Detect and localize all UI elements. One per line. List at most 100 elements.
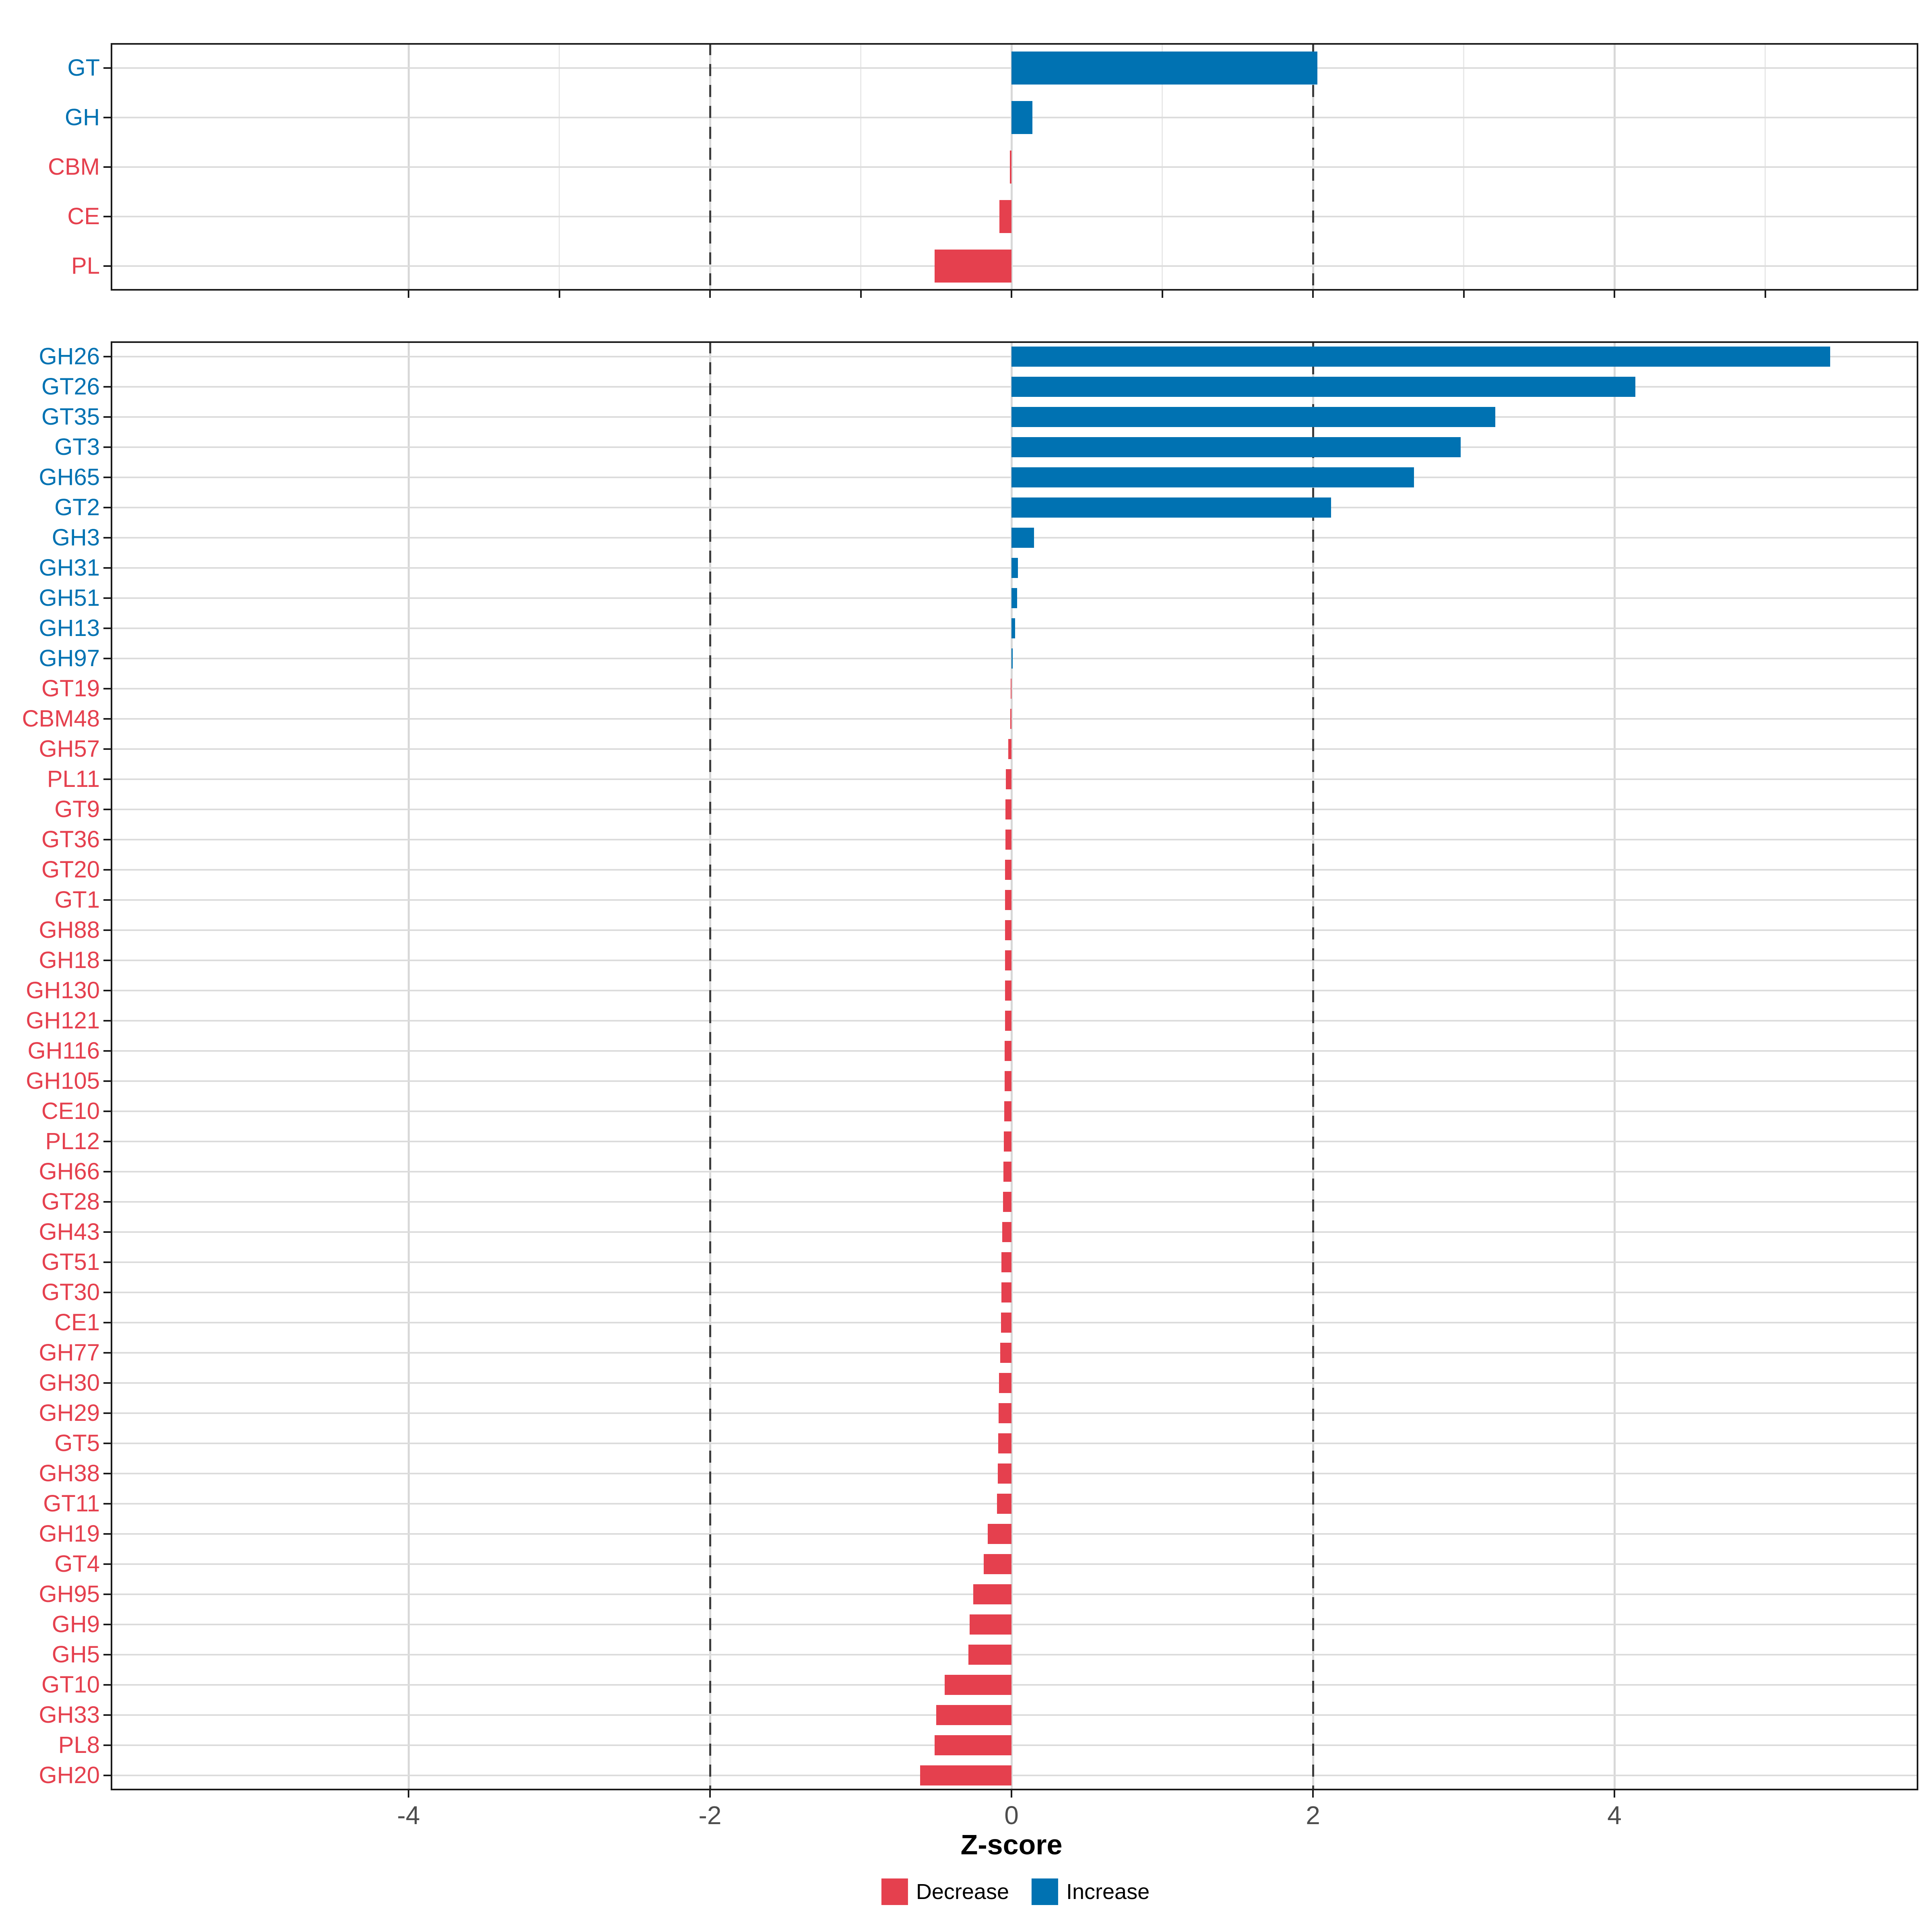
- x-tick-bottom-4: [1614, 1790, 1615, 1798]
- y-label-GT35: GT35: [41, 403, 100, 430]
- bar-GH19: [988, 1523, 1011, 1544]
- legend-item-increase: Increase: [1031, 1878, 1150, 1905]
- x-tick-label--4: -4: [397, 1801, 420, 1830]
- y-label-GH57: GH57: [39, 735, 100, 762]
- gridline-row-GH29: [111, 1412, 1918, 1414]
- gridline-row-CE1: [111, 1321, 1918, 1323]
- y-tick-GT4: [103, 1563, 111, 1565]
- bar-GT11: [997, 1493, 1011, 1514]
- y-label-GH19: GH19: [39, 1520, 100, 1547]
- bar-GH30: [999, 1373, 1011, 1393]
- x-tick-bottom-0: [1011, 1790, 1012, 1798]
- bar-GH66: [1003, 1161, 1011, 1182]
- y-label-GT51: GT51: [41, 1249, 100, 1275]
- y-label-CE1: CE1: [54, 1309, 100, 1335]
- y-label-GH33: GH33: [39, 1701, 100, 1728]
- x-tick-label-4: 4: [1607, 1801, 1622, 1830]
- gridline-x-0: [1010, 341, 1013, 1790]
- y-label-GT: GT: [67, 54, 100, 81]
- bar-GH121: [1005, 1010, 1011, 1031]
- y-tick-GH19: [103, 1533, 111, 1535]
- gridline-row-GT19: [111, 687, 1918, 689]
- panel-top: [111, 43, 1918, 291]
- bar-GH130: [1005, 980, 1011, 1001]
- y-label-GH: GH: [65, 104, 100, 130]
- y-tick-GH121: [103, 1020, 111, 1022]
- bar-GH5: [968, 1644, 1011, 1665]
- y-label-CE: CE: [67, 203, 100, 229]
- bar-GH65: [1011, 467, 1414, 487]
- bar-GH9: [970, 1614, 1011, 1635]
- gridline-row-GH130: [111, 989, 1918, 991]
- reference-line--2: [709, 43, 711, 291]
- bar-GH20: [920, 1765, 1011, 1785]
- bar-GT20: [1005, 859, 1011, 880]
- y-tick-GH51: [103, 597, 111, 599]
- y-tick-GT11: [103, 1503, 111, 1505]
- gridline-row-GH116: [111, 1050, 1918, 1052]
- gridline-row-GH9: [111, 1623, 1918, 1625]
- y-tick-GH77: [103, 1352, 111, 1354]
- gridline-row-GH95: [111, 1593, 1918, 1595]
- gridline-row-GT1: [111, 899, 1918, 901]
- gridline-row-GT36: [111, 838, 1918, 840]
- x-tick-top-4: [1614, 291, 1615, 298]
- y-label-GH116: GH116: [27, 1037, 100, 1064]
- bar-CE1: [1001, 1312, 1011, 1333]
- y-tick-GH5: [103, 1653, 111, 1655]
- y-tick-GT51: [103, 1261, 111, 1263]
- gridline-row-GH57: [111, 748, 1918, 750]
- y-label-GT36: GT36: [41, 826, 100, 852]
- y-tick-GH57: [103, 748, 111, 750]
- bar-PL: [935, 249, 1011, 283]
- y-label-GT28: GT28: [41, 1188, 100, 1215]
- bar-GT51: [1001, 1252, 1011, 1272]
- y-tick-GT35: [103, 416, 111, 418]
- gridline-row-GH20: [111, 1774, 1918, 1776]
- gridline-x--4: [407, 341, 410, 1790]
- y-label-GT9: GT9: [54, 796, 100, 822]
- y-tick-PL12: [103, 1140, 111, 1142]
- y-tick-GT19: [103, 687, 111, 689]
- y-tick-GH95: [103, 1593, 111, 1595]
- bar-GH51: [1011, 588, 1018, 608]
- gridline-row-GH38: [111, 1472, 1918, 1474]
- y-tick-GH13: [103, 627, 111, 629]
- y-label-GT20: GT20: [41, 856, 100, 883]
- x-tick-top-1: [1161, 291, 1163, 298]
- x-tick-top--2: [709, 291, 711, 298]
- gridline-row-GT10: [111, 1684, 1918, 1686]
- y-label-GT4: GT4: [54, 1550, 100, 1577]
- gridline-row-CBM48: [111, 718, 1918, 720]
- y-tick-PL8: [103, 1744, 111, 1746]
- y-label-GT2: GT2: [54, 494, 100, 520]
- gridline-row-GH30: [111, 1382, 1918, 1384]
- reference-line-2: [1312, 43, 1314, 291]
- gridline-row-CBM: [111, 166, 1918, 168]
- y-tick-GT28: [103, 1201, 111, 1203]
- y-label-GH77: GH77: [39, 1339, 100, 1366]
- reference-line-2: [1312, 341, 1314, 1790]
- bar-GH57: [1008, 739, 1011, 759]
- bar-CBM48: [1010, 708, 1011, 729]
- bar-PL12: [1003, 1131, 1011, 1152]
- gridline-row-GT20: [111, 869, 1918, 871]
- y-label-GH29: GH29: [39, 1399, 100, 1426]
- y-tick-GH: [103, 116, 111, 118]
- y-label-GT3: GT3: [54, 433, 100, 460]
- y-tick-GH97: [103, 657, 111, 659]
- panel-bottom: [111, 341, 1918, 1790]
- gridline-x-4: [1613, 341, 1616, 1790]
- legend: Decrease Increase: [881, 1878, 1150, 1905]
- gridline-row-GT4: [111, 1563, 1918, 1565]
- y-tick-GH43: [103, 1231, 111, 1233]
- y-label-GH66: GH66: [39, 1158, 100, 1185]
- y-label-GH43: GH43: [39, 1218, 100, 1245]
- bar-GT28: [1003, 1191, 1011, 1212]
- bar-GH116: [1005, 1040, 1011, 1061]
- gridline-row-GH105: [111, 1080, 1918, 1082]
- bar-GH33: [936, 1705, 1011, 1725]
- y-label-GH88: GH88: [39, 916, 100, 943]
- y-label-GH51: GH51: [39, 584, 100, 611]
- y-label-PL8: PL8: [58, 1732, 100, 1758]
